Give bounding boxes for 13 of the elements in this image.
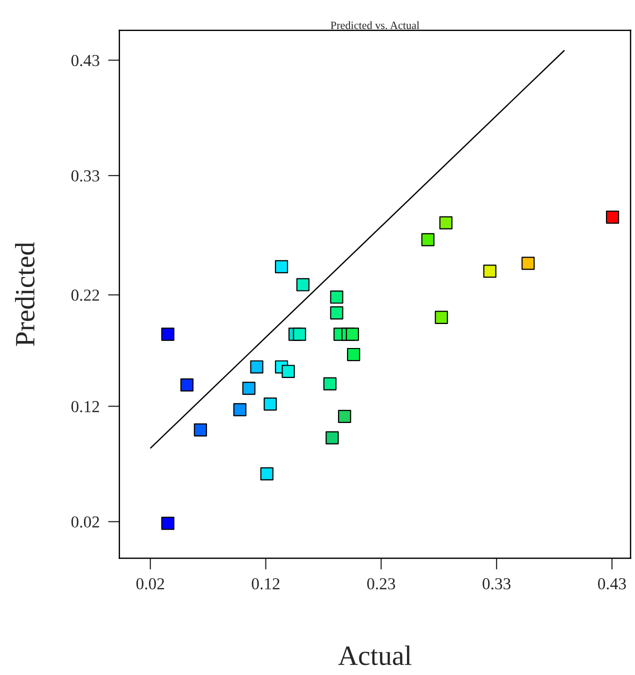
x-tick-label: 0.02 (136, 578, 164, 590)
y-tick-label: 0.02 (71, 516, 100, 528)
x-tick-label: 0.33 (482, 578, 510, 590)
chart-title: Predicted vs. Actual (330, 21, 420, 30)
x-tick-label: 0.43 (598, 578, 626, 590)
x-axis-title: Actual (338, 646, 412, 666)
x-tick-label: 0.23 (367, 578, 396, 590)
y-tick-label: 0.33 (71, 170, 100, 182)
y-tick-label: 0.22 (71, 290, 100, 301)
y-tick-label: 0.12 (71, 400, 100, 412)
y-axis-title: Predicted (15, 242, 35, 346)
x-tick-label: 0.12 (252, 578, 280, 590)
y-tick-label: 0.43 (71, 54, 100, 66)
